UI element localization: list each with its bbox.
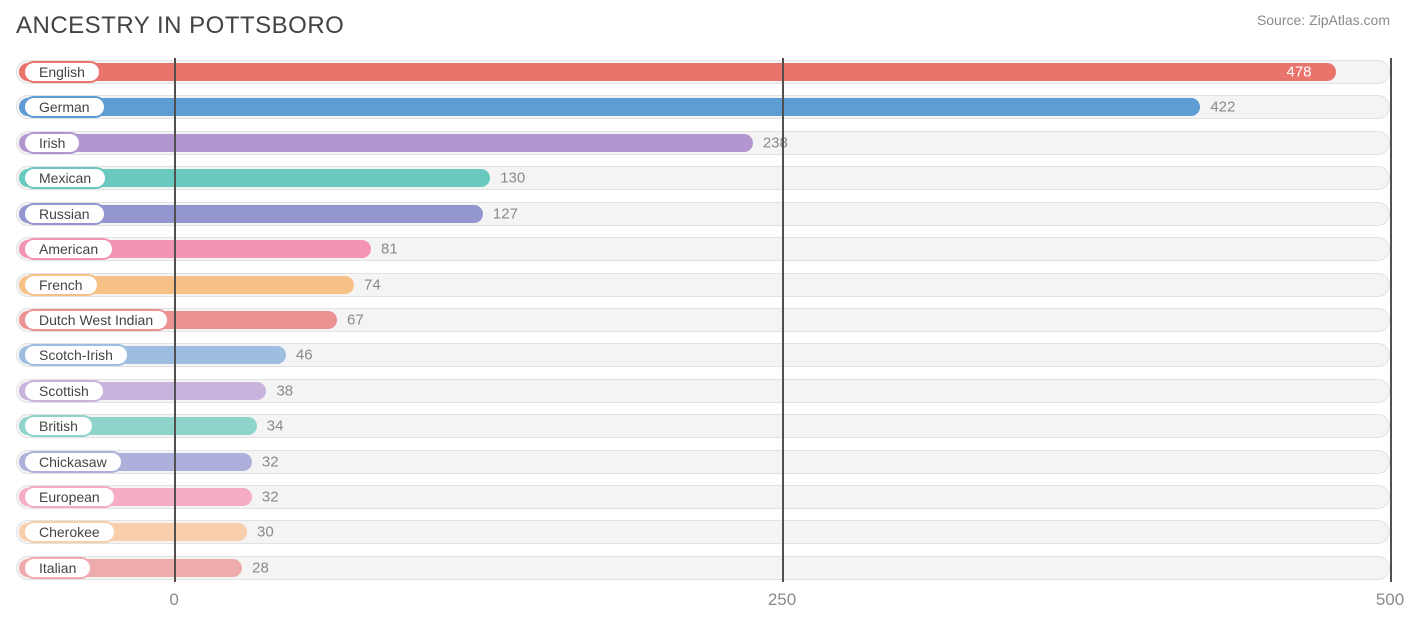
bar-value-label: 34 xyxy=(267,418,284,435)
ancestry-chart: ANCESTRY IN POTTSBORO Source: ZipAtlas.c… xyxy=(0,0,1406,644)
category-pill: Italian xyxy=(23,557,92,579)
x-axis-tick-label: 0 xyxy=(169,590,178,610)
gridline xyxy=(1390,58,1392,582)
chart-row: Cherokee 30 xyxy=(16,518,1390,546)
bar-value-label: 28 xyxy=(252,559,269,576)
chart-row: Mexican 130 xyxy=(16,164,1390,192)
bar-value-label: 478 xyxy=(1286,64,1311,81)
chart-row: Irish 238 xyxy=(16,129,1390,157)
category-pill: Chickasaw xyxy=(23,451,123,473)
bar-value-label: 32 xyxy=(262,453,279,470)
bar-value-label: 238 xyxy=(763,134,788,151)
chart-row: Russian 127 xyxy=(16,200,1390,228)
chart-row: American 81 xyxy=(16,235,1390,263)
chart-rows: English 478 German 422 Irish 238 Mexican 130 Rus… xyxy=(16,58,1390,582)
category-pill: Scotch-Irish xyxy=(23,344,129,366)
category-pill: French xyxy=(23,274,99,296)
chart-row: English 478 xyxy=(16,58,1390,86)
gridline xyxy=(174,58,176,582)
bar-value-label: 81 xyxy=(381,241,398,258)
category-pill: American xyxy=(23,238,114,260)
chart-row: French 74 xyxy=(16,271,1390,299)
bar-value-label: 422 xyxy=(1210,99,1235,116)
category-pill: Cherokee xyxy=(23,521,116,543)
gridline xyxy=(782,58,784,582)
bar-value-label: 74 xyxy=(364,276,381,293)
chart-row: European 32 xyxy=(16,483,1390,511)
bar xyxy=(19,63,1336,81)
category-pill: Russian xyxy=(23,203,106,225)
category-pill: Mexican xyxy=(23,167,107,189)
category-pill: German xyxy=(23,96,106,118)
category-pill: Dutch West Indian xyxy=(23,309,169,331)
bar-value-label: 38 xyxy=(276,382,293,399)
bar-value-label: 32 xyxy=(262,489,279,506)
chart-plot-area: English 478 German 422 Irish 238 Mexican 130 Rus… xyxy=(16,58,1390,618)
chart-row: Scottish 38 xyxy=(16,377,1390,405)
bar xyxy=(19,134,753,152)
chart-row: Italian 28 xyxy=(16,554,1390,582)
chart-title: ANCESTRY IN POTTSBORO xyxy=(16,12,344,40)
bar-value-label: 46 xyxy=(296,347,313,364)
bar-value-label: 67 xyxy=(347,311,364,328)
chart-row: Scotch-Irish 46 xyxy=(16,341,1390,369)
chart-row: Chickasaw 32 xyxy=(16,448,1390,476)
chart-header: ANCESTRY IN POTTSBORO Source: ZipAtlas.c… xyxy=(16,12,1390,40)
chart-row: British 34 xyxy=(16,412,1390,440)
category-pill: British xyxy=(23,415,94,437)
bar-value-label: 130 xyxy=(500,170,525,187)
category-pill: English xyxy=(23,61,101,83)
chart-row: Dutch West Indian 67 xyxy=(16,306,1390,334)
bar-value-label: 127 xyxy=(493,205,518,222)
category-pill: Irish xyxy=(23,132,81,154)
chart-source: Source: ZipAtlas.com xyxy=(1257,12,1390,28)
x-axis-tick-label: 500 xyxy=(1376,590,1404,610)
category-pill: European xyxy=(23,486,116,508)
chart-row: German 422 xyxy=(16,93,1390,121)
bar-value-label: 30 xyxy=(257,524,274,541)
x-axis-tick-label: 250 xyxy=(768,590,796,610)
category-pill: Scottish xyxy=(23,380,105,402)
bar xyxy=(19,98,1200,116)
